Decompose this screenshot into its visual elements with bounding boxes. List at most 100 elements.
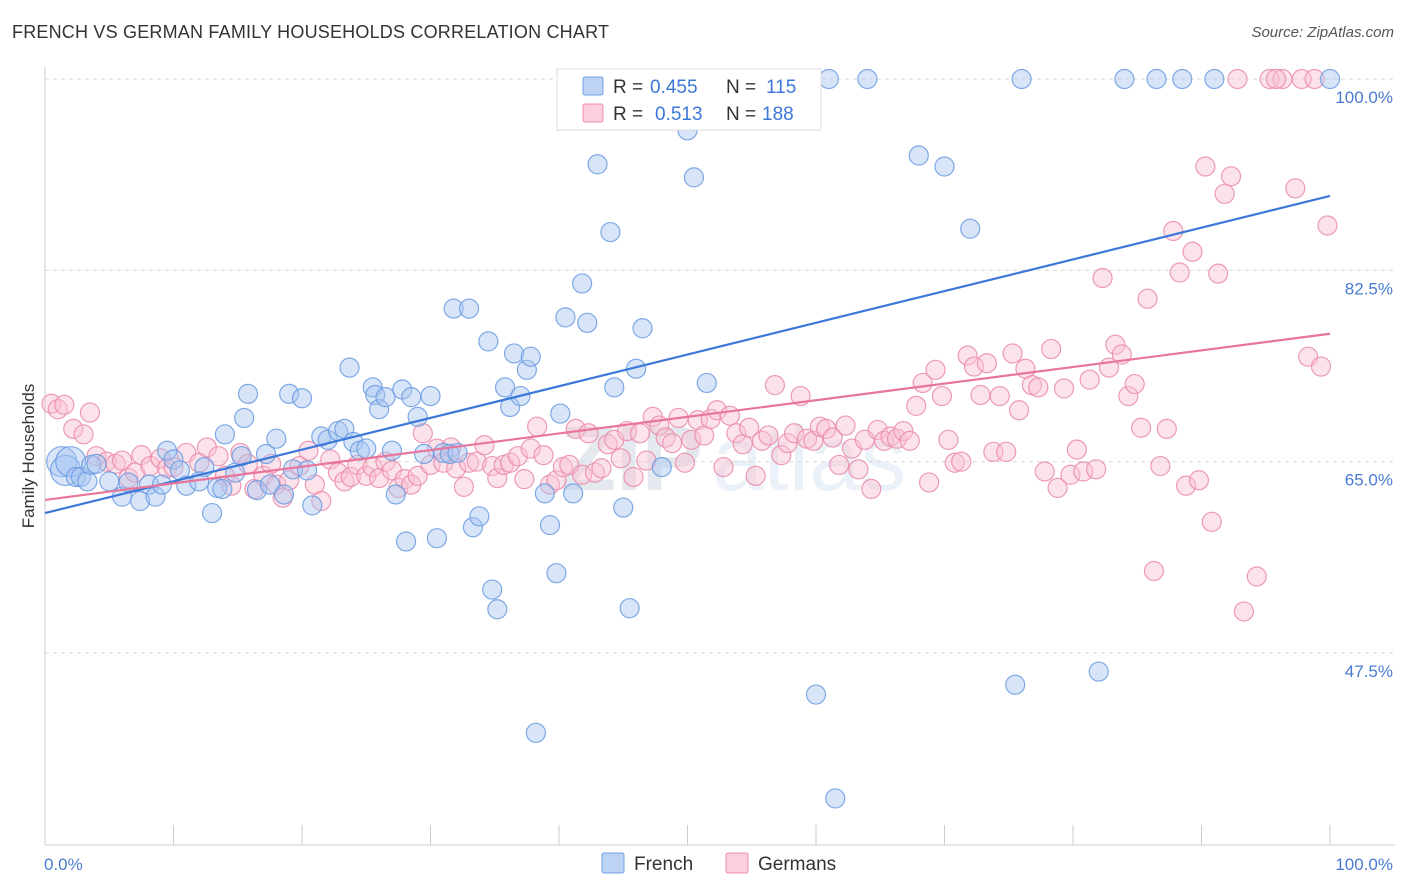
germans-point bbox=[1028, 377, 1049, 398]
germans-point bbox=[565, 418, 586, 439]
french-point bbox=[339, 357, 360, 378]
french-point bbox=[805, 684, 827, 705]
french-point bbox=[651, 457, 672, 478]
germans-point bbox=[514, 469, 535, 490]
french-point bbox=[212, 478, 233, 500]
germans-point bbox=[1214, 183, 1235, 204]
germans-point bbox=[867, 419, 888, 441]
germans-point bbox=[777, 432, 798, 454]
germans-point bbox=[944, 452, 965, 473]
french-point bbox=[302, 495, 323, 516]
french-point bbox=[577, 312, 598, 333]
french-point bbox=[1204, 68, 1225, 90]
watermark-atlas: atlas bbox=[712, 408, 906, 510]
french-point bbox=[587, 154, 608, 175]
french-point bbox=[291, 388, 313, 409]
french-point bbox=[65, 466, 86, 488]
french-point bbox=[279, 383, 300, 404]
french-point bbox=[234, 407, 255, 429]
germans-point bbox=[1265, 68, 1287, 90]
french-point bbox=[572, 273, 593, 294]
germans-point bbox=[520, 438, 541, 459]
germans-point bbox=[1034, 461, 1055, 482]
french-point bbox=[482, 579, 503, 600]
germans-point bbox=[1053, 378, 1075, 399]
germans-point bbox=[835, 415, 856, 436]
germans-point bbox=[1143, 560, 1165, 582]
germans-point bbox=[111, 450, 133, 471]
germans-point bbox=[453, 476, 475, 497]
germans-legend-swatch bbox=[582, 103, 604, 123]
french-point bbox=[273, 484, 295, 505]
germans-point bbox=[1086, 459, 1107, 480]
germans-point bbox=[713, 457, 734, 478]
germans-point bbox=[572, 464, 593, 485]
x-tick-label-end: 100.0% bbox=[1335, 855, 1393, 874]
germans-point bbox=[822, 427, 843, 448]
french-point bbox=[413, 443, 435, 465]
germans-point bbox=[340, 466, 361, 488]
germans-point bbox=[1124, 373, 1145, 395]
germans-point bbox=[623, 466, 644, 488]
germans-point bbox=[706, 400, 728, 421]
french-point bbox=[1011, 68, 1032, 90]
french-r-label: R = bbox=[613, 77, 643, 98]
germans-point bbox=[578, 423, 599, 444]
y-tick-label: 100.0% bbox=[1335, 88, 1393, 107]
french-point bbox=[145, 486, 166, 507]
french-point bbox=[381, 440, 403, 461]
germans-n-value: 188 bbox=[762, 104, 794, 125]
germans-point bbox=[1079, 369, 1100, 390]
french-point bbox=[163, 449, 184, 470]
french-point bbox=[77, 471, 98, 492]
germans-point bbox=[507, 446, 528, 467]
germans-point bbox=[1195, 156, 1216, 177]
french-point bbox=[266, 428, 287, 449]
french-point bbox=[231, 446, 252, 467]
french-n-label: N = bbox=[726, 77, 756, 98]
french-point bbox=[555, 307, 576, 328]
y-tick-label: 47.5% bbox=[1345, 662, 1393, 681]
french-point bbox=[503, 343, 525, 364]
trend-lines bbox=[44, 194, 1331, 515]
french-point bbox=[237, 383, 259, 404]
french-point bbox=[908, 145, 929, 166]
germans-point bbox=[1092, 267, 1113, 289]
french-point bbox=[960, 218, 981, 239]
french-point bbox=[1319, 68, 1341, 90]
french-point bbox=[600, 221, 621, 243]
french-point bbox=[546, 563, 567, 584]
germans-point bbox=[1233, 601, 1255, 622]
germans-point bbox=[681, 429, 702, 450]
french-point bbox=[696, 372, 717, 394]
germans-point bbox=[989, 385, 1010, 407]
french-point bbox=[563, 483, 584, 504]
source-credit: Source: ZipAtlas.com bbox=[1251, 24, 1394, 41]
germans-point bbox=[848, 459, 869, 480]
germans-point bbox=[751, 430, 773, 451]
germans-swatch bbox=[725, 852, 749, 874]
french-point bbox=[420, 385, 441, 407]
chart-title: FRENCH VS GERMAN FAMILY HOUSEHOLDS CORRE… bbox=[12, 22, 610, 42]
french-point bbox=[516, 359, 537, 380]
stats-legend: R = 0.455 N = 115 R = 0.513 N = 188 bbox=[556, 68, 822, 131]
germans-point bbox=[1008, 400, 1030, 421]
french-point bbox=[525, 722, 546, 743]
french-point bbox=[297, 460, 318, 481]
french-point bbox=[494, 377, 516, 398]
germans-point bbox=[1060, 464, 1081, 485]
germans-point bbox=[118, 467, 139, 489]
germans-point bbox=[764, 375, 785, 396]
french-point bbox=[46, 446, 78, 478]
french-point bbox=[55, 446, 87, 478]
germans-point bbox=[63, 418, 84, 439]
germans-point bbox=[1073, 461, 1094, 482]
french-point bbox=[129, 490, 151, 512]
axes bbox=[44, 67, 1395, 846]
y-axis-label: Family Households bbox=[19, 384, 38, 529]
germans-points bbox=[41, 68, 1338, 622]
germans-r-label: R = bbox=[613, 104, 643, 125]
germans-point bbox=[1175, 475, 1197, 496]
germans-point bbox=[1156, 418, 1177, 439]
